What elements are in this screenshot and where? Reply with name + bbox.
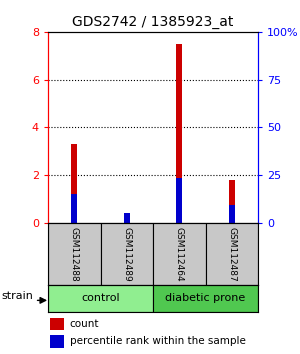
Bar	[229, 205, 235, 223]
Text: GSM112464: GSM112464	[175, 227, 184, 281]
Bar	[71, 144, 77, 223]
Bar	[176, 44, 182, 223]
Bar	[176, 178, 182, 223]
Bar	[48, 285, 153, 312]
Text: diabetic prone: diabetic prone	[165, 293, 246, 303]
Text: strain: strain	[1, 291, 33, 301]
Bar	[100, 223, 153, 285]
Title: GDS2742 / 1385923_at: GDS2742 / 1385923_at	[72, 16, 234, 29]
Bar	[71, 194, 77, 223]
Bar	[48, 223, 100, 285]
Bar	[153, 223, 206, 285]
Bar	[153, 285, 258, 312]
Text: GSM112489: GSM112489	[122, 227, 131, 281]
Text: percentile rank within the sample: percentile rank within the sample	[70, 336, 245, 346]
Text: GSM112488: GSM112488	[70, 227, 79, 281]
Bar	[124, 216, 130, 223]
Text: count: count	[70, 319, 99, 329]
Bar	[206, 223, 258, 285]
Bar	[50, 335, 64, 348]
Bar	[124, 213, 130, 223]
Bar	[229, 180, 235, 223]
Bar	[50, 318, 64, 330]
Text: control: control	[81, 293, 120, 303]
Text: GSM112487: GSM112487	[227, 227, 236, 281]
